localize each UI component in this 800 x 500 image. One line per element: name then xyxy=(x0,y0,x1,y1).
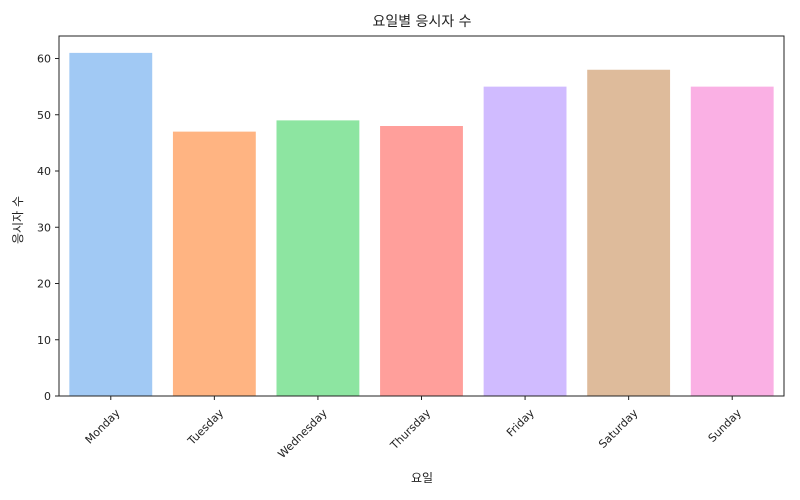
y-tick-label: 30 xyxy=(37,221,51,234)
bars-layer xyxy=(69,53,773,396)
bar-friday xyxy=(484,87,567,396)
x-tick-label: Saturday xyxy=(596,406,641,451)
bar-saturday xyxy=(587,70,670,396)
y-tick-label: 20 xyxy=(37,278,51,291)
y-tick-label: 50 xyxy=(37,109,51,122)
y-tick-label: 40 xyxy=(37,165,51,178)
bar-tuesday xyxy=(173,132,256,396)
x-tick-label: Wednesday xyxy=(275,406,330,461)
y-tick-label: 0 xyxy=(44,390,51,403)
y-axis-label: 응시자 수 xyxy=(11,196,25,244)
chart-title: 요일별 응시자 수 xyxy=(372,14,471,30)
bar-thursday xyxy=(380,126,463,396)
x-tick-label: Monday xyxy=(83,406,123,446)
x-tick-label: Sunday xyxy=(706,406,745,445)
y-tick-label: 10 xyxy=(37,334,51,347)
bar-wednesday xyxy=(277,120,360,396)
x-tick-label: Friday xyxy=(504,406,537,439)
y-tick-label: 60 xyxy=(37,53,51,66)
bar-monday xyxy=(69,53,152,396)
x-tick-label: Thursday xyxy=(387,406,433,452)
x-tick-label: Tuesday xyxy=(185,406,227,448)
bar-sunday xyxy=(691,87,774,396)
x-axis-label: 요일 xyxy=(411,471,433,485)
